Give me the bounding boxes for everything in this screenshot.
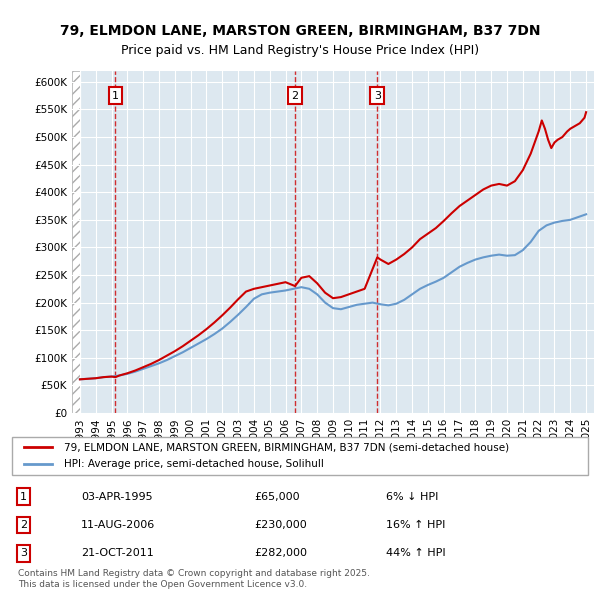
Text: £65,000: £65,000 — [254, 491, 299, 502]
Text: 79, ELMDON LANE, MARSTON GREEN, BIRMINGHAM, B37 7DN (semi-detached house): 79, ELMDON LANE, MARSTON GREEN, BIRMINGH… — [64, 442, 509, 453]
Text: HPI: Average price, semi-detached house, Solihull: HPI: Average price, semi-detached house,… — [64, 459, 324, 469]
Text: Contains HM Land Registry data © Crown copyright and database right 2025.
This d: Contains HM Land Registry data © Crown c… — [18, 569, 370, 589]
Text: 2: 2 — [20, 520, 27, 530]
Bar — [72, 71, 80, 413]
Bar — [72, 71, 80, 413]
Text: 1: 1 — [112, 91, 119, 101]
Text: 3: 3 — [374, 91, 381, 101]
FancyBboxPatch shape — [12, 437, 588, 475]
Text: £230,000: £230,000 — [254, 520, 307, 530]
Text: 79, ELMDON LANE, MARSTON GREEN, BIRMINGHAM, B37 7DN: 79, ELMDON LANE, MARSTON GREEN, BIRMINGH… — [60, 24, 540, 38]
Text: 21-OCT-2011: 21-OCT-2011 — [81, 548, 154, 558]
Text: Price paid vs. HM Land Registry's House Price Index (HPI): Price paid vs. HM Land Registry's House … — [121, 44, 479, 57]
Text: 03-APR-1995: 03-APR-1995 — [81, 491, 153, 502]
Text: 44% ↑ HPI: 44% ↑ HPI — [386, 548, 446, 558]
Text: 11-AUG-2006: 11-AUG-2006 — [81, 520, 155, 530]
Text: £282,000: £282,000 — [254, 548, 307, 558]
Text: 6% ↓ HPI: 6% ↓ HPI — [386, 491, 439, 502]
Text: 1: 1 — [20, 491, 27, 502]
Text: 2: 2 — [292, 91, 299, 101]
Text: 3: 3 — [20, 548, 27, 558]
Text: 16% ↑ HPI: 16% ↑ HPI — [386, 520, 446, 530]
